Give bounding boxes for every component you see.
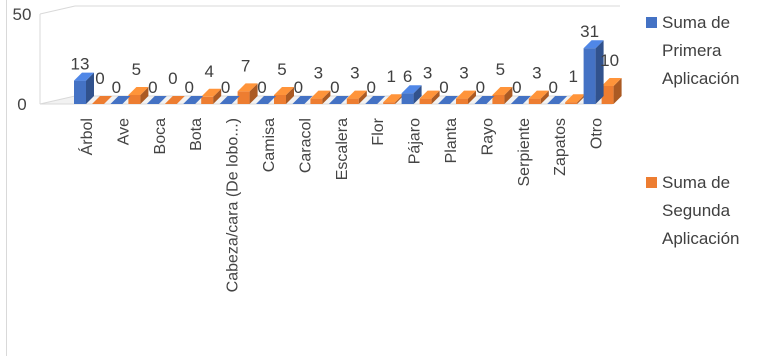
data-label-series1: 0 [330, 78, 339, 97]
y-tick-label: 50 [13, 5, 32, 24]
bar-series1 [547, 96, 568, 104]
x-tick-label: Caracol [297, 118, 314, 173]
data-label-series2: 7 [241, 56, 250, 75]
legend-label: Primera [662, 41, 722, 60]
data-label-series2: 4 [204, 62, 213, 81]
data-label-series2: 5 [132, 60, 141, 79]
data-label-series2: 5 [496, 60, 505, 79]
x-tick-label: Camisa [261, 118, 278, 172]
data-label-series2: 3 [314, 64, 323, 83]
data-label-series1: 0 [512, 78, 521, 97]
bar-series2 [456, 90, 476, 104]
bar-series2 [492, 87, 513, 104]
legend-label: Aplicación [662, 69, 740, 88]
data-label-series1: 0 [366, 78, 375, 97]
bar-series2 [164, 96, 185, 104]
bar-series2 [383, 94, 404, 104]
data-label-series2: 1 [386, 67, 395, 86]
x-tick-label: Ave [115, 118, 132, 145]
data-label-series1: 31 [580, 22, 599, 41]
data-label-series2: 3 [350, 64, 359, 83]
data-label-series1: 0 [294, 78, 303, 97]
bar-series1 [110, 96, 131, 104]
legend-label: Aplicación [662, 229, 740, 248]
data-label-series1: 0 [257, 78, 266, 97]
x-tick-label: Otro [589, 118, 606, 149]
data-label-series1: 0 [112, 78, 121, 97]
bar-series2 [419, 90, 440, 104]
x-tick-label: Serpiente [516, 118, 533, 187]
x-tick-label: Boca [152, 118, 169, 155]
x-tick-label: Escalera [334, 118, 351, 180]
data-label-series1: 13 [71, 55, 90, 74]
data-label-series2: 5 [277, 60, 286, 79]
legend-swatch [646, 17, 657, 28]
y-tick-label: 0 [17, 95, 26, 114]
bar-series2 [274, 87, 294, 104]
bar-series2 [601, 78, 622, 104]
bar-series2 [201, 88, 222, 104]
data-label-series2: 3 [459, 64, 468, 83]
data-label-series1: 0 [476, 78, 485, 97]
legend-swatch [646, 177, 657, 188]
data-label-series2: 10 [600, 51, 619, 70]
legend-label: Suma de [662, 13, 730, 32]
legend-item: Suma de Segunda Aplicación [646, 173, 740, 248]
x-tick-label: Planta [443, 118, 460, 163]
bar-series1 [365, 96, 386, 104]
bar-series1 [474, 96, 495, 104]
data-label-series2: 3 [532, 64, 541, 83]
bar-series1 [146, 96, 167, 104]
legend-item: Suma de Primera Aplicación [646, 13, 740, 88]
data-label-series1: 6 [403, 67, 412, 86]
bar-series1 [183, 96, 204, 104]
bars [74, 40, 622, 104]
data-label-series1: 0 [548, 78, 557, 97]
x-tick-label: Árbol [77, 118, 96, 155]
bar-series1 [401, 85, 422, 104]
bar-series2 [237, 83, 258, 104]
legend-label: Segunda [662, 201, 731, 220]
x-tick-label: Cabeza/cara (De lobo...) [225, 118, 242, 292]
chart-frame-edge [6, 0, 7, 356]
y-axis: 0 50 [13, 5, 32, 114]
bar-series2 [128, 87, 149, 104]
bar-series1 [438, 96, 458, 104]
data-label-series1: 0 [439, 78, 448, 97]
data-label-series2: 3 [423, 64, 432, 83]
bar-series2 [92, 96, 112, 104]
bar-series2 [346, 90, 367, 104]
bar-series1 [292, 96, 313, 104]
data-label-series1: 0 [184, 78, 193, 97]
x-tick-label: Pájaro [407, 118, 424, 164]
bar-series1 [256, 96, 276, 104]
data-label-series1: 0 [148, 78, 157, 97]
bar-series1 [219, 96, 240, 104]
legend-label: Suma de [662, 173, 730, 192]
x-axis: Árbol Ave Boca Bota Cabeza/cara (De lobo...)… [77, 117, 606, 292]
bar-series1 [583, 40, 604, 104]
bar-series2 [310, 90, 331, 104]
data-label-series2: 0 [95, 69, 104, 88]
x-tick-label: Rayo [479, 118, 496, 155]
x-tick-label: Bota [188, 118, 205, 151]
data-label-series2: 1 [568, 67, 577, 86]
data-label-series2: 0 [168, 69, 177, 88]
x-tick-label: Flor [370, 117, 387, 145]
bar-series1 [74, 72, 94, 104]
y-axis-top-edge [39, 5, 76, 15]
data-label-series1: 0 [221, 78, 230, 97]
bar-series2 [565, 94, 586, 104]
legend: Suma de Primera Aplicación Suma de Segunda Ap… [646, 13, 740, 248]
bar-series1 [328, 96, 349, 104]
bar-series1 [510, 96, 531, 104]
x-tick-label: Zapatos [552, 118, 569, 176]
bar-series2 [528, 90, 549, 104]
